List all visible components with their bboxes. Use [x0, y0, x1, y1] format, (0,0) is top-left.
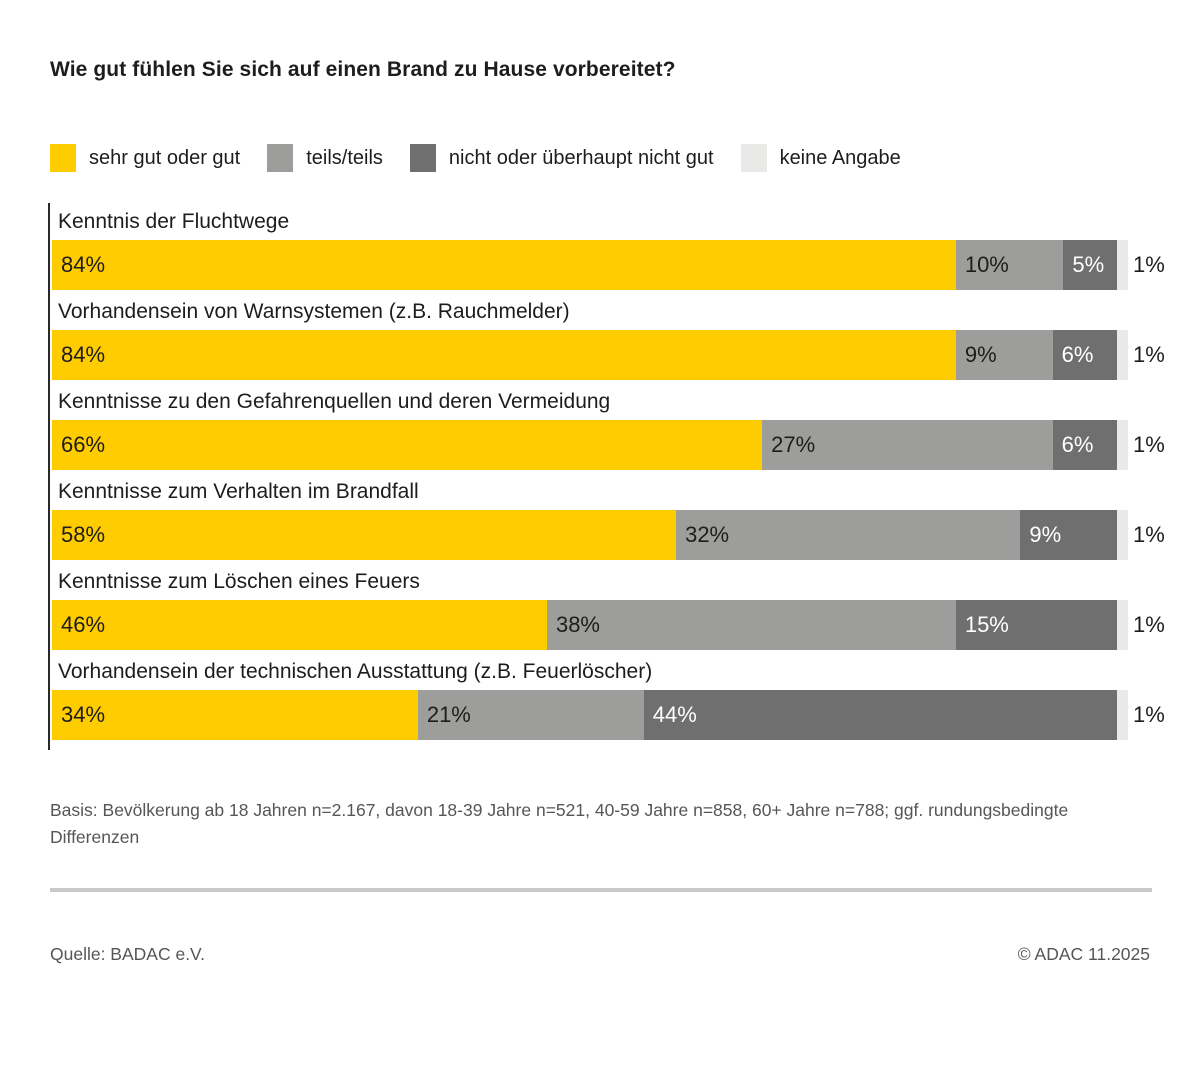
- bar-segment-nicht-oder-ueberhaupt-nicht-gut: 44%: [643, 690, 1118, 740]
- segment-value-label: 66%: [61, 432, 106, 457]
- bar-segment-sehr-gut-oder-gut: 66%: [52, 420, 763, 470]
- segment-value-label: 38%: [555, 612, 600, 637]
- category-label: Kenntnis der Fluchtwege: [58, 209, 290, 233]
- bar-segment-nicht-oder-ueberhaupt-nicht-gut: 6%: [1052, 330, 1118, 380]
- legend-item-sehr-gut-oder-gut: sehr gut oder gut: [50, 144, 240, 172]
- bar-segment-keine-angabe: [1117, 330, 1128, 380]
- footer-divider: [50, 888, 1152, 892]
- segment-value-label: 9%: [964, 342, 997, 367]
- y-axis-line: [48, 203, 50, 750]
- bar-segment-teils-teils: 32%: [676, 510, 1021, 560]
- legend: sehr gut oder gut teils/teils nicht oder…: [50, 144, 928, 172]
- legend-swatch-icon: [50, 144, 76, 172]
- segment-value-label: 84%: [61, 342, 106, 367]
- bar-segment-sehr-gut-oder-gut: 84%: [52, 330, 956, 380]
- segment-value-label: 10%: [964, 252, 1009, 277]
- segment-value-label: 58%: [61, 522, 106, 547]
- category-label: Kenntnisse zum Löschen eines Feuers: [58, 569, 420, 593]
- bar-line: 84% 9% 6% 1%: [52, 330, 1165, 380]
- segment-value-label: 32%: [685, 522, 730, 547]
- segment-value-label: 46%: [61, 612, 106, 637]
- legend-swatch-icon: [267, 144, 294, 172]
- bar-segment-nicht-oder-ueberhaupt-nicht-gut: 6%: [1052, 420, 1118, 470]
- segment-value-label: 15%: [964, 612, 1009, 637]
- legend-label: nicht oder überhaupt nicht gut: [448, 146, 714, 169]
- chart-row: Kenntnis der Fluchtwege 84% 10% 5% 1%: [52, 203, 1165, 293]
- legend-label: teils/teils: [306, 146, 383, 169]
- footer: Quelle: BADAC e.V. © ADAC 11.2025: [50, 944, 1150, 965]
- segment-value-label: 6%: [1061, 432, 1094, 457]
- segment-value-label: 6%: [1061, 342, 1094, 367]
- outside-value-label: 1%: [1133, 252, 1165, 277]
- copyright-text: © ADAC 11.2025: [1017, 944, 1150, 964]
- bar-segment-nicht-oder-ueberhaupt-nicht-gut: 15%: [955, 600, 1118, 650]
- bar-segment-sehr-gut-oder-gut: 84%: [52, 240, 956, 290]
- bar-segment-keine-angabe: [1117, 510, 1128, 560]
- bar-segment-teils-teils: 38%: [546, 600, 956, 650]
- outside-value-label: 1%: [1133, 432, 1165, 457]
- category-label: Kenntnisse zum Verhalten im Brandfall: [58, 479, 419, 503]
- bar-segment-keine-angabe: [1117, 240, 1128, 290]
- bar-segment-teils-teils: 21%: [417, 690, 644, 740]
- source-text: Quelle: BADAC e.V.: [50, 944, 205, 964]
- bar-segment-keine-angabe: [1117, 420, 1128, 470]
- bar-track: 84% 10% 5%: [52, 240, 1128, 290]
- category-label: Vorhandensein von Warnsystemen (z.B. Rau…: [58, 299, 570, 323]
- chart-title: Wie gut fühlen Sie sich auf einen Brand …: [50, 58, 676, 81]
- bar-segment-keine-angabe: [1117, 600, 1128, 650]
- bar-segment-sehr-gut-oder-gut: 46%: [52, 600, 547, 650]
- chart-row: Vorhandensein der technischen Ausstattun…: [52, 653, 1165, 743]
- bar-line: 34% 21% 44% 1%: [52, 690, 1165, 740]
- legend-swatch-icon: [409, 144, 436, 172]
- segment-value-label: 84%: [61, 252, 106, 277]
- bar-track: 34% 21% 44%: [52, 690, 1128, 740]
- bar-segment-keine-angabe: [1117, 690, 1128, 740]
- bar-segment-teils-teils: 27%: [762, 420, 1053, 470]
- legend-item-keine-angabe: keine Angabe: [740, 144, 901, 172]
- legend-swatch-icon: [740, 144, 767, 172]
- outside-value-label: 1%: [1133, 522, 1165, 547]
- bar-line: 58% 32% 9% 1%: [52, 510, 1165, 560]
- chart-row: Kenntnisse zu den Gefahrenquellen und de…: [52, 383, 1165, 473]
- chart-row: Kenntnisse zum Verhalten im Brandfall 58…: [52, 473, 1165, 563]
- bar-segment-nicht-oder-ueberhaupt-nicht-gut: 9%: [1020, 510, 1118, 560]
- bar-track: 58% 32% 9%: [52, 510, 1128, 560]
- bar-segment-teils-teils: 9%: [955, 330, 1053, 380]
- bar-track: 84% 9% 6%: [52, 330, 1128, 380]
- outside-value-label: 1%: [1133, 702, 1165, 727]
- bar-line: 84% 10% 5% 1%: [52, 240, 1165, 290]
- legend-label: sehr gut oder gut: [89, 146, 241, 169]
- outside-value-label: 1%: [1133, 342, 1165, 367]
- segment-value-label: 21%: [426, 702, 471, 727]
- bar-segment-sehr-gut-oder-gut: 34%: [52, 690, 418, 740]
- bar-track: 46% 38% 15%: [52, 600, 1128, 650]
- legend-label: keine Angabe: [779, 146, 901, 169]
- chart-row: Kenntnisse zum Löschen eines Feuers 46% 3…: [52, 563, 1165, 653]
- legend-item-nicht-oder-ueberhaupt-nicht-gut: nicht oder überhaupt nicht gut: [409, 144, 714, 172]
- outside-value-label: 1%: [1133, 612, 1165, 637]
- bar-segment-sehr-gut-oder-gut: 58%: [52, 510, 677, 560]
- bar-chart-rows: Kenntnis der Fluchtwege 84% 10% 5% 1% Vorh…: [52, 203, 1165, 743]
- segment-value-label: 34%: [61, 702, 106, 727]
- bar-line: 46% 38% 15% 1%: [52, 600, 1165, 650]
- category-label: Kenntnisse zu den Gefahrenquellen und de…: [58, 389, 611, 413]
- segment-value-label: 5%: [1072, 252, 1105, 277]
- bar-segment-nicht-oder-ueberhaupt-nicht-gut: 5%: [1063, 240, 1118, 290]
- segment-value-label: 27%: [771, 432, 816, 457]
- bar-segment-teils-teils: 10%: [955, 240, 1064, 290]
- bar-track: 66% 27% 6%: [52, 420, 1128, 470]
- bar-line: 66% 27% 6% 1%: [52, 420, 1165, 470]
- segment-value-label: 44%: [652, 702, 697, 727]
- basis-note: Basis: Bevölkerung ab 18 Jahren n=2.167,…: [50, 800, 1069, 847]
- segment-value-label: 9%: [1029, 522, 1062, 547]
- chart-row: Vorhandensein von Warnsystemen (z.B. Rau…: [52, 293, 1165, 383]
- category-label: Vorhandensein der technischen Ausstattun…: [58, 659, 653, 683]
- legend-item-teils-teils: teils/teils: [267, 144, 383, 172]
